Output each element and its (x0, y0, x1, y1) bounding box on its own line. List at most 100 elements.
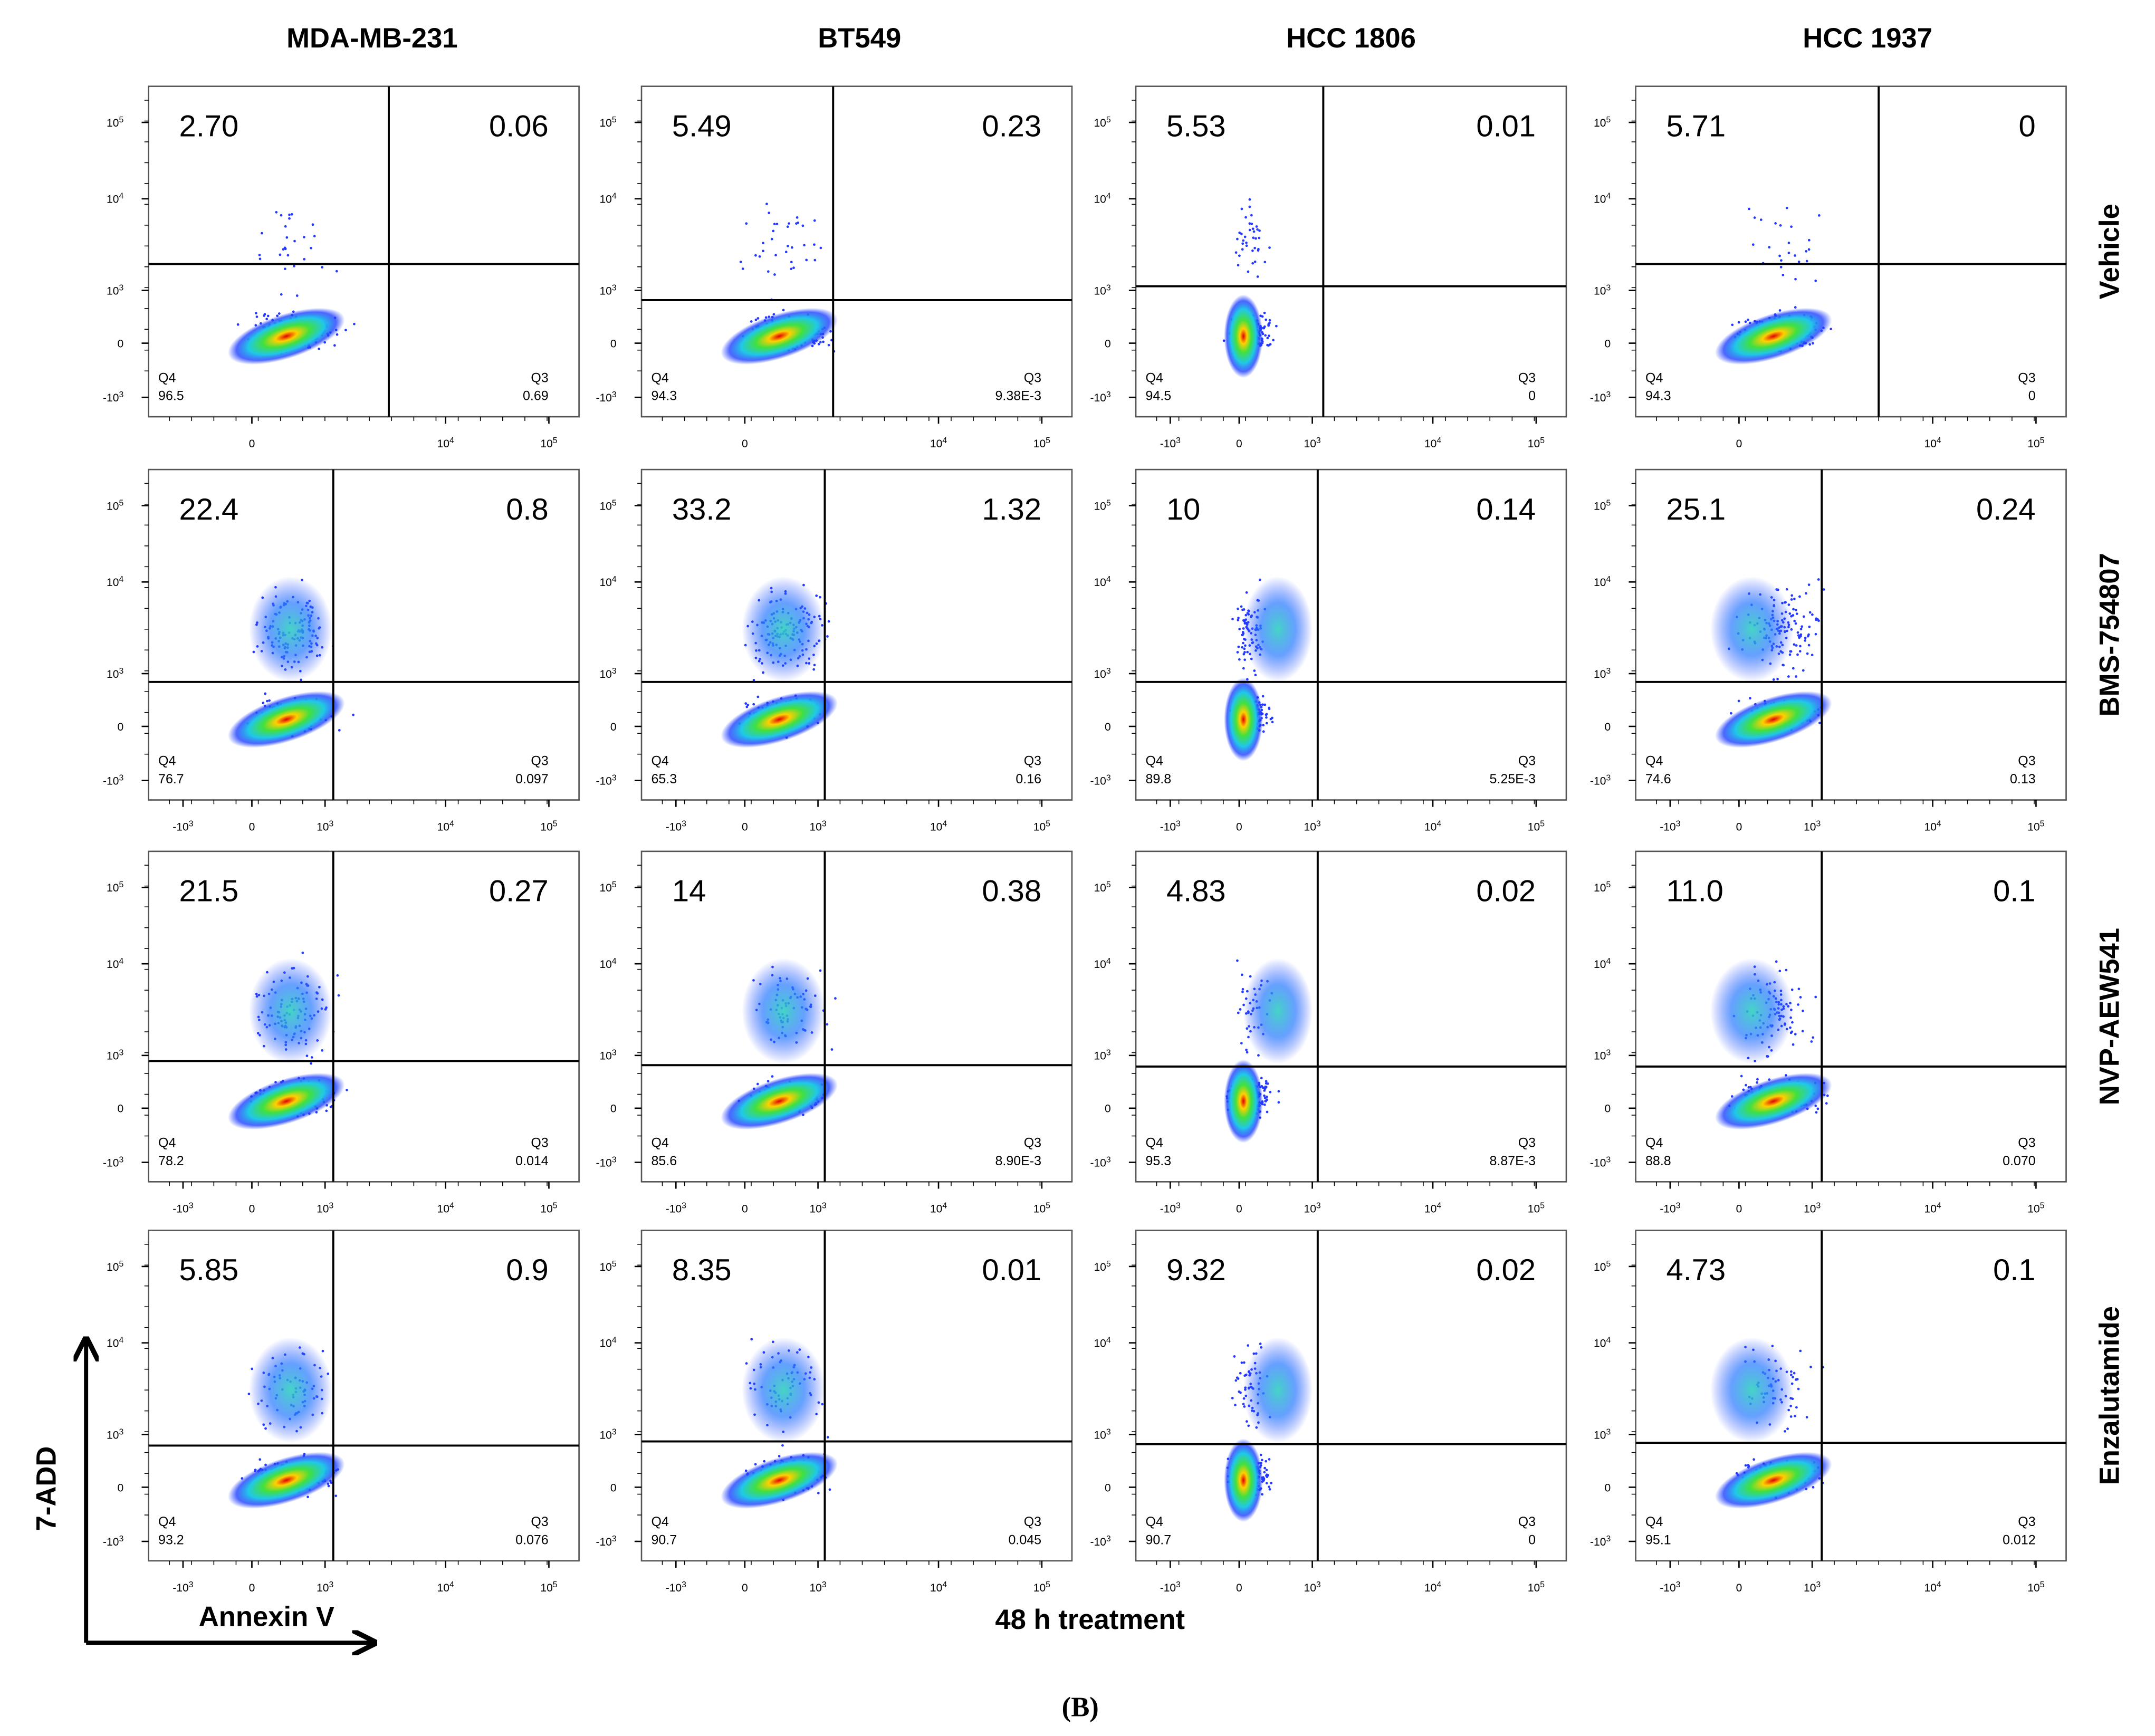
tick-exp: 3 (1816, 1201, 1821, 1210)
tick-base: 10 (599, 1429, 611, 1441)
event-dot (1806, 635, 1809, 638)
q3-label: Q3 (531, 754, 548, 769)
q3-value: 5.25E-3 (1490, 772, 1536, 787)
event-dot (321, 266, 324, 268)
tick-exp: 4 (1937, 436, 1941, 445)
tick-label: 105 (1594, 498, 1611, 513)
event-dot (812, 668, 816, 671)
event-dot (1822, 588, 1825, 591)
event-dot (758, 255, 761, 258)
event-dot (1236, 651, 1239, 654)
tick-label: -103 (103, 390, 123, 405)
tick-label: 0 (1605, 1103, 1611, 1115)
plot-panel: 14 0.38 Q4 85.6 Q3 8.90E-3 (634, 850, 1073, 1189)
tick-exp: 3 (612, 1155, 617, 1164)
event-dot (1807, 248, 1811, 251)
event-dot (1794, 1033, 1797, 1035)
upper-population (742, 576, 826, 682)
q3-value: 0.076 (515, 1532, 549, 1547)
event-dot (1265, 722, 1268, 725)
event-dot (782, 309, 785, 312)
plot-panel: 22.4 0.8 Q4 76.7 Q3 0.097 (141, 468, 580, 807)
q3-value: 8.87E-3 (1490, 1154, 1536, 1168)
tick-exp: 3 (1606, 1048, 1611, 1057)
tick-base: 10 (1094, 117, 1106, 129)
tick-label: 103 (1304, 819, 1320, 833)
event-dot (1237, 1377, 1240, 1380)
event-dot (1807, 238, 1811, 242)
tick-base: 10 (1094, 194, 1106, 206)
event-dot (1248, 205, 1251, 208)
q4-value: 85.6 (651, 1154, 677, 1168)
tick-exp: 5 (553, 436, 558, 445)
tick-base: -10 (596, 392, 611, 404)
event-dot (1241, 973, 1243, 976)
tick-label: 104 (1924, 1201, 1941, 1215)
event-dot (258, 1458, 262, 1461)
event-dot (773, 223, 776, 226)
q3-label: Q3 (1518, 1136, 1536, 1150)
event-dot (1255, 225, 1258, 228)
q3-value: 0.13 (2010, 772, 2036, 787)
q4-value: 65.3 (651, 772, 677, 787)
q4-value: 74.6 (1645, 772, 1671, 787)
q4-label: Q4 (1145, 1136, 1163, 1150)
main-population (1224, 294, 1263, 378)
tick-label: 0 (1605, 338, 1611, 350)
event-dot (321, 1349, 324, 1353)
tick-base: 10 (1528, 1203, 1540, 1215)
event-dot (1815, 1111, 1818, 1114)
tick-label: -103 (666, 819, 686, 833)
tick-base: 10 (540, 1203, 552, 1215)
event-dot (1768, 246, 1771, 249)
event-dot (1807, 583, 1811, 586)
event-dot (1814, 280, 1817, 282)
q3-label: Q3 (2018, 754, 2035, 769)
tick-base: 10 (599, 1338, 611, 1350)
tick-exp: 5 (1106, 880, 1111, 889)
event-dot (1772, 678, 1775, 681)
tick-exp: 3 (189, 1201, 194, 1210)
tick-exp: 5 (119, 1259, 123, 1268)
event-dot (739, 261, 742, 263)
tick-base: -10 (1590, 775, 1606, 788)
event-dot (1266, 337, 1269, 340)
tick-base: 10 (1424, 1203, 1436, 1215)
event-dot (1238, 1390, 1241, 1393)
tick-label: 104 (599, 191, 616, 206)
quadrant-upper-left: 22.4 (179, 493, 239, 526)
event-dot (1790, 225, 1793, 228)
tick-label: 104 (437, 1201, 454, 1215)
event-dot (1817, 619, 1820, 622)
event-dot (822, 340, 825, 343)
event-dot (310, 1062, 312, 1065)
event-dot (1814, 995, 1817, 999)
tick-base: 10 (1594, 577, 1606, 589)
event-dot (1245, 591, 1248, 594)
tick-base: 10 (107, 1261, 119, 1273)
event-dot (1794, 609, 1797, 611)
tick-exp: 3 (1606, 773, 1611, 782)
event-dot (1801, 1030, 1804, 1033)
tick-label: -103 (1590, 773, 1611, 787)
tick-exp: 3 (189, 819, 194, 828)
event-dot (1240, 1361, 1243, 1364)
tick-label: 103 (317, 1580, 333, 1594)
event-dot (1253, 246, 1256, 250)
event-dot (1740, 1075, 1743, 1078)
tick-base: 10 (1594, 117, 1606, 129)
event-dot (1802, 1009, 1804, 1012)
q4-label: Q4 (1645, 370, 1663, 385)
tick-base: 10 (107, 958, 119, 971)
tick-label: 0 (742, 821, 748, 833)
tick-base: 10 (1094, 577, 1106, 589)
event-dot (1267, 324, 1270, 327)
tick-exp: 3 (612, 1048, 617, 1057)
event-dot (1811, 654, 1814, 657)
event-dot (1269, 1090, 1272, 1094)
tick-base: -10 (173, 1582, 188, 1594)
tick-label: -103 (1090, 390, 1110, 405)
tick-exp: 3 (1106, 666, 1111, 675)
tick-label: 104 (1594, 575, 1611, 589)
plot-panel: 11.0 0.1 Q4 88.8 Q3 0.070 (1629, 850, 2067, 1189)
